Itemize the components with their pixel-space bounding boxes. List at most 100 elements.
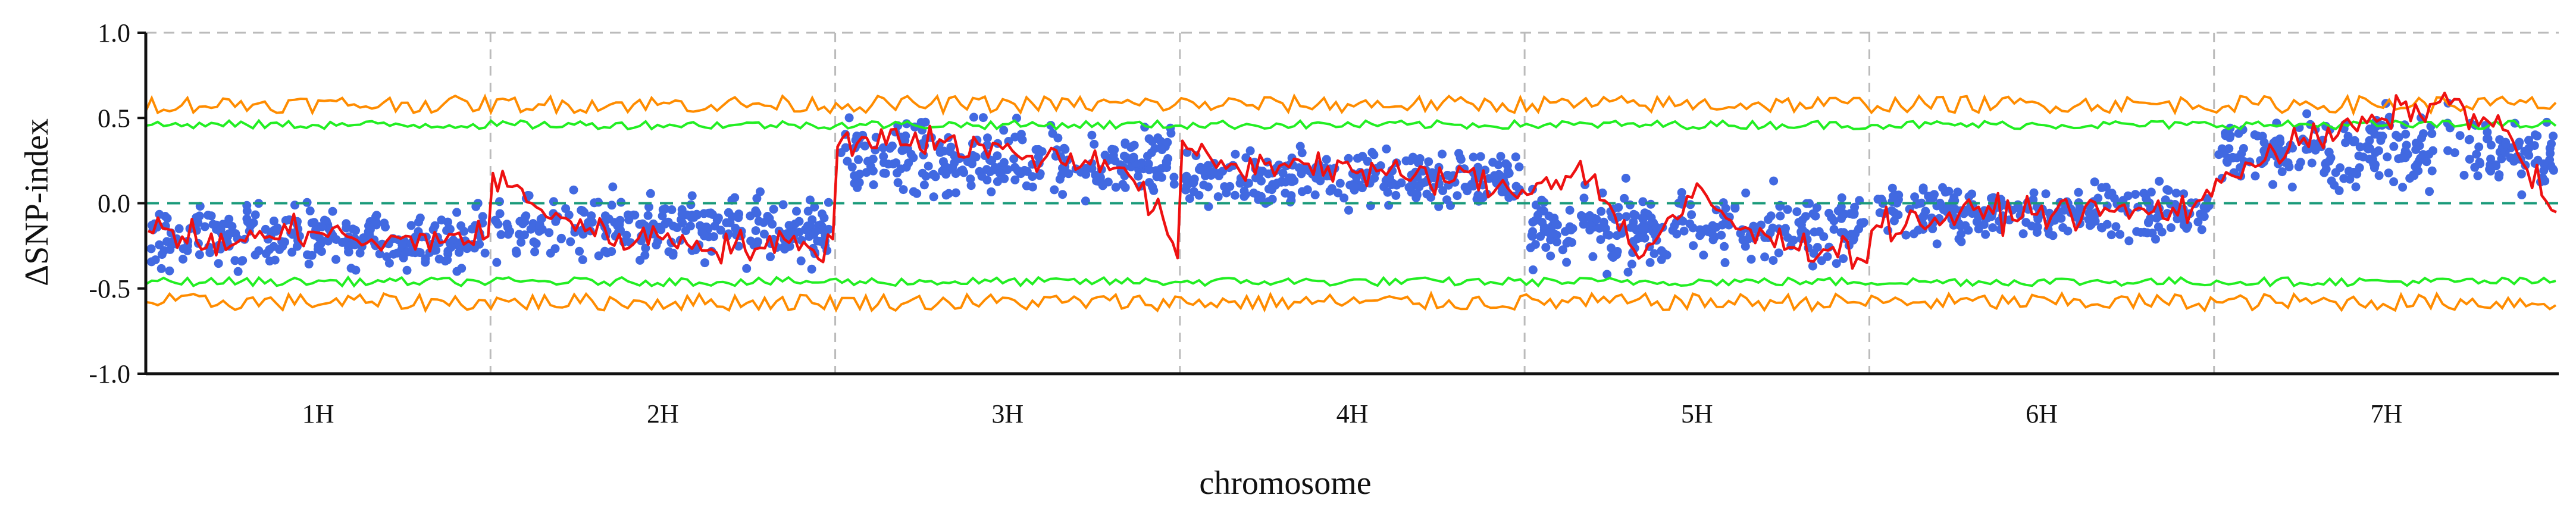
snp-point <box>1213 192 1223 202</box>
snp-point <box>549 197 558 206</box>
snp-point <box>2371 160 2380 169</box>
snp-point <box>156 264 166 273</box>
snp-point <box>200 222 209 231</box>
snp-point <box>206 211 216 221</box>
snp-point <box>2549 132 2558 141</box>
snp-point <box>2411 145 2421 154</box>
snp-point <box>1798 226 1808 235</box>
snp-point <box>1397 178 1406 187</box>
snp-point <box>365 223 375 233</box>
snp-point <box>2365 136 2374 145</box>
snp-point <box>2400 146 2410 155</box>
snp-point <box>2239 144 2248 153</box>
snp-point <box>1746 255 1756 264</box>
snp-point <box>722 218 731 227</box>
snp-point <box>746 236 756 246</box>
snp-point <box>730 193 740 202</box>
snp-point <box>1579 220 1588 229</box>
snp-point <box>713 213 723 223</box>
snp-point <box>1938 183 1948 192</box>
snp-point <box>1932 239 1942 249</box>
snp-point <box>643 211 653 220</box>
snp-point <box>710 221 719 231</box>
snp-point <box>1623 267 1633 277</box>
snp-point <box>2166 223 2176 233</box>
snp-point <box>2533 132 2542 140</box>
snp-point <box>290 201 299 210</box>
snp-point <box>1034 152 1043 161</box>
snp-point <box>452 208 462 217</box>
snp-point <box>1182 171 1191 181</box>
snp-point <box>1981 230 1990 239</box>
snp-point <box>2486 154 2496 164</box>
snp-point <box>1153 171 1163 181</box>
snp-point <box>1469 152 1478 162</box>
snp-point <box>238 256 248 265</box>
snp-point <box>155 209 164 219</box>
ci95-lower-line <box>145 275 2556 288</box>
snp-point <box>2546 149 2555 158</box>
snp-point <box>1889 216 1899 226</box>
snp-point <box>1010 175 1020 184</box>
snp-point <box>566 237 575 246</box>
snp-point <box>1988 223 1998 233</box>
ci95-upper-line <box>145 118 2557 131</box>
snp-point <box>270 255 280 265</box>
snp-point <box>1511 152 1520 162</box>
snp-point <box>2501 140 2511 149</box>
snp-point <box>2327 176 2336 186</box>
snp-point <box>1231 149 1240 159</box>
snp-point <box>1597 206 1606 216</box>
snp-point <box>2199 212 2209 221</box>
snp-point <box>1604 230 1614 240</box>
snp-point <box>1536 231 1545 241</box>
snp-point <box>2287 182 2297 192</box>
snp-point <box>1162 158 1172 168</box>
snp-point <box>2307 158 2317 168</box>
snp-point <box>600 211 610 221</box>
snp-point <box>1442 195 1451 205</box>
snp-point <box>208 220 218 229</box>
snp-point <box>2027 221 2036 231</box>
snp-point <box>929 170 938 179</box>
snp-point <box>550 244 560 254</box>
snp-point <box>1565 205 1575 215</box>
snp-point <box>2455 131 2465 140</box>
snp-point <box>888 141 897 151</box>
snp-point <box>1294 163 1304 173</box>
snp-point <box>1967 189 1977 199</box>
snp-point <box>1918 185 1928 195</box>
snp-point <box>342 223 351 233</box>
snp-point <box>1119 151 1129 161</box>
snp-point <box>397 240 407 249</box>
snp-point <box>2124 236 2134 246</box>
snp-point <box>518 219 528 229</box>
snp-point <box>151 255 160 265</box>
snp-point <box>165 266 174 276</box>
snp-point <box>1783 233 1792 242</box>
snp-point <box>2374 171 2384 180</box>
snp-point <box>1199 180 1209 190</box>
snp-point <box>938 167 947 176</box>
x-category-label: 1H <box>302 399 334 428</box>
snp-point <box>2343 132 2353 141</box>
snp-point <box>162 214 172 223</box>
snp-point <box>1169 180 1179 189</box>
snp-point <box>1497 187 1507 196</box>
snp-point <box>1344 205 1353 215</box>
snp-point <box>1527 231 1536 240</box>
snp-point <box>1608 253 1618 262</box>
snp-point <box>1813 243 1822 252</box>
snp-point <box>1414 158 1423 168</box>
snp-point <box>899 185 908 195</box>
snp-point <box>242 201 252 210</box>
snp-point <box>966 181 976 190</box>
snp-point <box>2394 154 2403 164</box>
snp-point <box>1699 251 1708 260</box>
snp-point <box>862 168 871 177</box>
snp-point <box>1335 179 1345 188</box>
snp-point <box>778 243 788 252</box>
snp-point <box>1163 137 1172 147</box>
snp-point <box>1827 213 1836 223</box>
